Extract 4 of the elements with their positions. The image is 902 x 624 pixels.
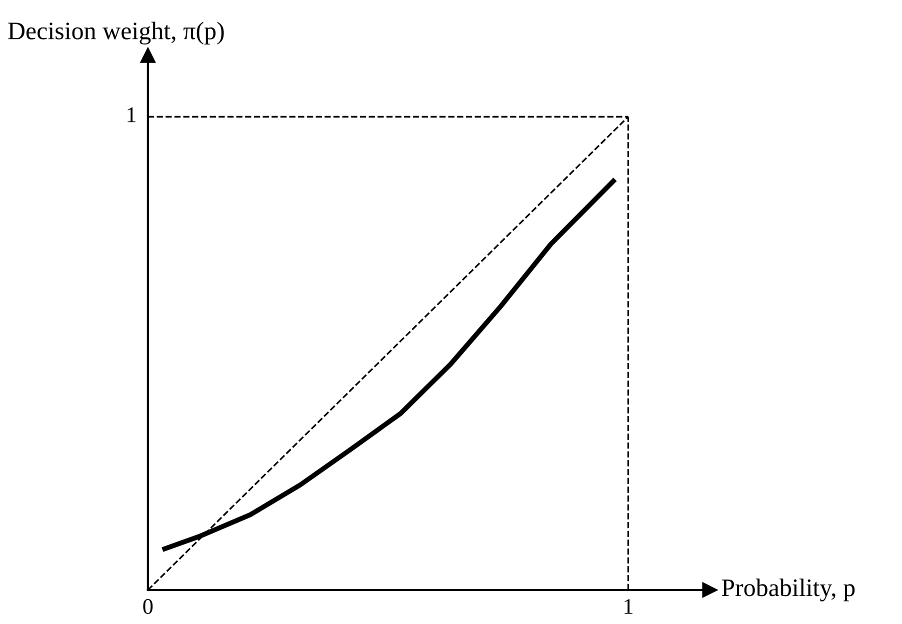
x-tick-label: 0 [143, 598, 153, 614]
annotation: 1 [128, 107, 136, 122]
x-axis-title: Probability, p [722, 578, 855, 602]
y-axis-title: Decision weight, π(p) [8, 22, 224, 45]
